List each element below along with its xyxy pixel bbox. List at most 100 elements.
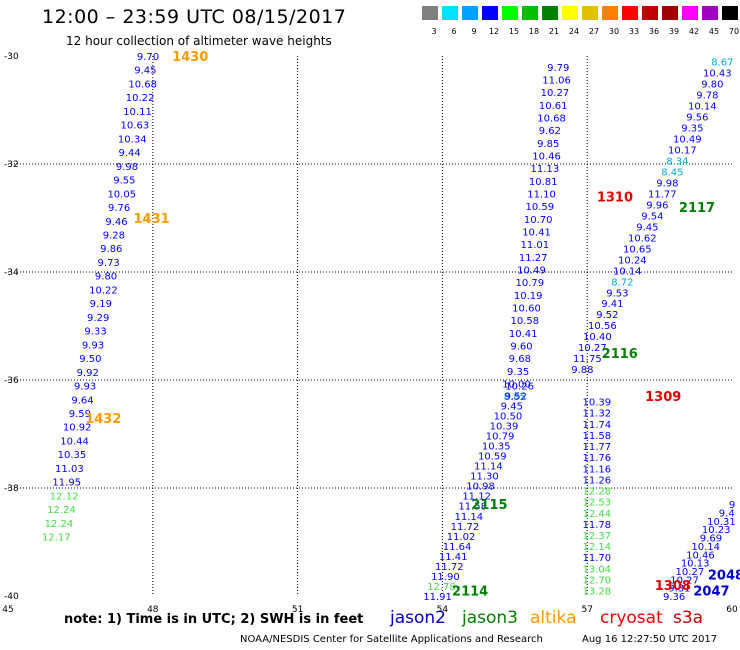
color-swatch	[582, 6, 598, 20]
x-tick-label: 60	[726, 605, 738, 615]
wave-height-value: 10.92	[63, 423, 92, 434]
pass-number-label: 1432	[85, 412, 121, 427]
wave-height-value: 11.95	[52, 478, 81, 489]
color-swatch	[722, 6, 738, 20]
color-scale-label: 18	[528, 27, 540, 36]
pass-number-label: 1308	[655, 579, 691, 594]
pass-number-label: 2116	[602, 347, 638, 362]
wave-height-value: 8.34	[666, 156, 688, 167]
wave-height-value: 9.53	[606, 288, 628, 299]
pass-number-label: 2048	[708, 568, 740, 583]
wave-height-value: 11.64	[443, 542, 472, 553]
wave-height-value: 11.32	[583, 409, 612, 420]
color-swatch	[702, 6, 718, 20]
wave-height-value: 10.44	[60, 436, 89, 447]
wave-height-value: 10.62	[628, 233, 657, 244]
wave-height-value: 10.22	[89, 285, 118, 296]
wave-height-value: 10.05	[107, 189, 136, 200]
wave-height-value: 9.93	[74, 382, 96, 393]
pass-number-label: 1430	[172, 50, 208, 65]
wave-height-value: 9.88	[571, 365, 593, 376]
legend-altika: altika	[530, 608, 577, 628]
wave-height-value: 10.68	[537, 113, 566, 124]
wave-height-value: 10.81	[529, 177, 558, 188]
wave-height-value: 12.70	[583, 575, 612, 586]
wave-height-value: 11.01	[521, 240, 550, 251]
wave-height-value: 10.70	[524, 215, 553, 226]
wave-height-value: 9.73	[98, 258, 120, 269]
wave-height-value: 10.27	[670, 575, 699, 586]
wave-height-value: 9.60	[510, 342, 532, 353]
color-swatch	[602, 6, 618, 20]
legend-s3a: s3a	[673, 608, 704, 628]
wave-height-value: 11.70	[583, 553, 612, 564]
wave-height-value: 9.35	[507, 367, 529, 378]
wave-height-value: 11.14	[474, 462, 503, 473]
wave-height-value: 10.19	[514, 291, 543, 302]
color-scale-label: 6	[451, 27, 457, 36]
wave-height-value: 10.31	[707, 517, 736, 528]
color-swatch	[462, 6, 478, 20]
wave-height-value: 9.86	[100, 244, 122, 255]
color-scale-label: 9	[471, 27, 477, 36]
wave-height-value: 9.28	[103, 231, 125, 242]
wave-height-value: 10.98	[466, 482, 495, 493]
wave-height-value: 11.30	[470, 472, 499, 483]
wave-height-value: 11.03	[55, 464, 84, 475]
wave-height-value: 10.50	[494, 411, 523, 422]
wave-height-value: 12.53	[583, 498, 612, 509]
wave-height-value: 11.58	[458, 502, 487, 513]
wave-height-value: 9.80	[95, 272, 117, 283]
wave-height-value: 9.36	[663, 592, 685, 603]
wave-height-value: 10.60	[512, 304, 541, 315]
wave-height-value: 10.14	[688, 101, 717, 112]
wave-height-value: 11.14	[455, 512, 484, 523]
color-swatch	[542, 6, 558, 20]
generation-timestamp: Aug 16 12:27:50 UTC 2017	[582, 634, 718, 645]
color-scale-label: 21	[548, 27, 560, 36]
wave-height-value: 10.13	[681, 559, 710, 570]
wave-height-value: 11.72	[451, 522, 480, 533]
legend-cryosat: cryosat	[600, 608, 663, 628]
wave-height-value: 9.55	[113, 176, 135, 187]
wave-height-value: 10.26	[505, 381, 534, 392]
wave-height-value: 9.50	[79, 354, 101, 365]
wave-height-value: 9.98	[116, 162, 138, 173]
wave-height-value: 9.70	[137, 52, 159, 63]
color-scale-label: 42	[688, 27, 700, 36]
wave-height-value: 9.68	[509, 354, 531, 365]
wave-height-value: 11.90	[431, 572, 460, 583]
wave-height-value: 9.4	[719, 509, 735, 520]
wave-height-value: 11.91	[423, 592, 452, 603]
wave-height-value: 9.45	[636, 222, 658, 233]
wave-height-value: 8.45	[661, 167, 683, 178]
wave-height-value: 9.19	[90, 299, 112, 310]
wave-height-value: 11.13	[531, 164, 560, 175]
credit-line: NOAA/NESDIS Center for Satellite Applica…	[240, 634, 543, 645]
wave-height-value: 11.76	[583, 453, 612, 464]
color-swatch	[622, 6, 638, 20]
wave-height-value: 10.65	[623, 244, 652, 255]
wave-height-value: 10.79	[486, 432, 515, 443]
pass-number-label: 1310	[597, 190, 633, 205]
wave-height-value: 9	[729, 500, 735, 511]
wave-height-value: 10.41	[509, 329, 538, 340]
wave-height-value: 12.28	[583, 487, 612, 498]
wave-height-value: 9.69	[700, 534, 722, 545]
wave-height-value: 13.28	[583, 587, 612, 598]
wave-height-value: 10.24	[618, 255, 647, 266]
legend-jason2: jason2	[390, 608, 446, 628]
wave-height-value: 9.29	[87, 313, 109, 324]
wave-height-value: 10.68	[128, 79, 157, 90]
wave-height-value: 9.85	[537, 139, 559, 150]
wave-height-value: 11.06	[542, 75, 571, 86]
wave-height-value: 9.79	[547, 63, 569, 74]
color-swatch	[422, 6, 438, 20]
wave-height-value: 9.41	[601, 299, 623, 310]
color-scale-label: 30	[608, 27, 620, 36]
wave-height-value: 9.62	[539, 126, 561, 137]
wave-height-value: 10.58	[511, 316, 540, 327]
wave-height-value: 11.75	[573, 354, 602, 365]
wave-height-value: 10.56	[588, 321, 617, 332]
wave-height-value: 9.45	[501, 401, 523, 412]
